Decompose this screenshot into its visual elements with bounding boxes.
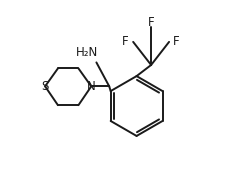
Text: F: F [122,35,129,48]
Text: H₂N: H₂N [76,46,98,59]
Text: S: S [41,80,49,93]
Text: F: F [148,16,154,29]
Text: N: N [87,80,96,93]
Text: F: F [173,35,180,48]
